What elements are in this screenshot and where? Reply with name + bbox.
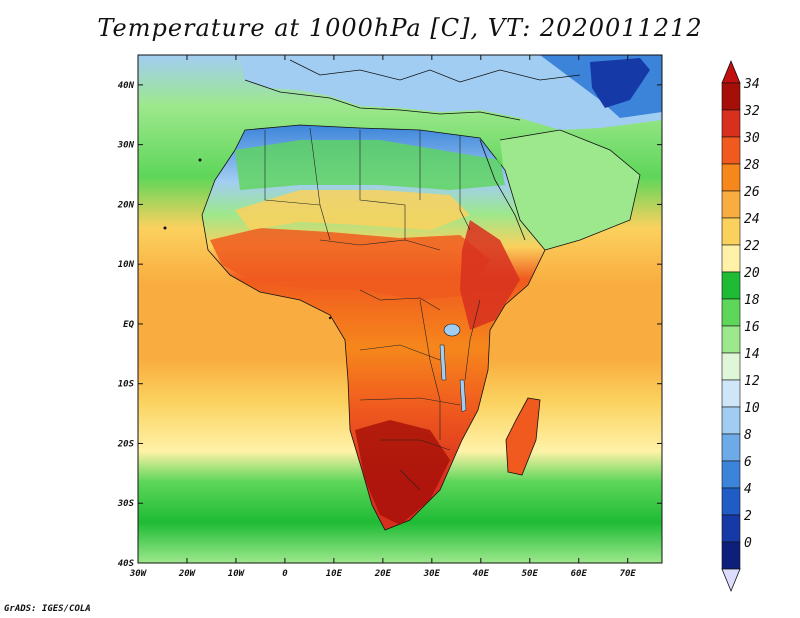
colorbar-swatch [721, 244, 741, 273]
lat-tick-label: 40S [118, 559, 135, 569]
colorbar-swatch [721, 298, 741, 327]
colorbar-label: 6 [744, 455, 752, 470]
cold-core [590, 58, 650, 108]
red-sea [479, 139, 526, 241]
colorbar-swatch [721, 541, 741, 570]
lon-tick-label: 10E [326, 569, 343, 579]
colorbar-swatch [721, 487, 741, 516]
lon-tick-label: 70E [620, 569, 637, 579]
lon-tick-label: 30E [423, 569, 441, 579]
colorbar-label: 32 [743, 104, 760, 119]
lon-tick-label: 40E [473, 569, 490, 579]
africa-landmass [201, 124, 546, 531]
lon-tick-label: 10W [228, 569, 246, 579]
colorbar-label: 24 [744, 212, 760, 227]
lon-tick-label: 30W [129, 569, 148, 579]
madagascar [505, 397, 541, 476]
colorbar-label: 26 [744, 185, 760, 200]
east-africa-hot [460, 220, 520, 330]
europe-coast [289, 59, 581, 83]
colorbar-swatch [721, 163, 741, 192]
colorbar-swatch [721, 271, 741, 300]
latitude-axis: 40N 30N 20N 10N EQ 10S 20S 30S 40S [117, 81, 662, 569]
plot-frame [137, 54, 663, 564]
europe-landmass [240, 55, 662, 130]
colorbar-swatch [721, 433, 741, 462]
colorbar-label: 30 [743, 131, 760, 146]
colorbar-label: 12 [744, 374, 760, 389]
lon-tick-label: 0 [282, 569, 288, 579]
lake-victoria [443, 323, 461, 337]
credit-text: GrADS: IGES/COLA [4, 604, 91, 614]
colorbar-swatch [721, 136, 741, 165]
colorbar-swatch [721, 379, 741, 408]
canary-islands [198, 158, 202, 162]
colorbar-label: 14 [744, 347, 760, 362]
lat-tick-label: 20S [117, 439, 135, 449]
arabia-landmass [500, 130, 640, 250]
colorbar-label: 18 [744, 293, 760, 308]
lon-tick-label: 50E [522, 569, 539, 579]
lon-tick-label: 20E [374, 569, 392, 579]
colorbar-label: 4 [744, 482, 752, 497]
lat-tick-label: 30N [117, 141, 135, 151]
map-title: Temperature at 1000hPa [C], VT: 20200112… [97, 14, 703, 42]
lon-tick-label: 60E [571, 569, 588, 579]
colorbar-label: 10 [744, 401, 760, 416]
colorbar-label: 2 [744, 509, 752, 524]
lon-tick-label: 20W [178, 569, 197, 579]
colorbar-swatch [721, 217, 741, 246]
colorbar-upper-arrow [721, 59, 741, 84]
sao-tome [328, 316, 332, 320]
colorbar-lower-arrow [721, 568, 741, 593]
colorbar-label: 22 [744, 239, 760, 254]
arabia-outline [499, 129, 641, 251]
colorbar-swatch [721, 406, 741, 435]
colorbar-label: 8 [744, 428, 752, 443]
lat-tick-label: 40N [118, 81, 135, 91]
colorbar-swatch [721, 460, 741, 489]
sahara-warm [235, 190, 470, 230]
lake-malawi [459, 379, 467, 413]
sahara-cool [235, 140, 505, 190]
colorbar-swatch [721, 109, 741, 138]
country-borders [264, 127, 481, 491]
lat-tick-label: EQ [123, 320, 134, 330]
colorbar-label: 20 [744, 266, 760, 281]
longitude-axis: 30W 20W 10W 0 10E 20E 30E 40E 50E 60E 70E [129, 55, 637, 579]
cape-verde-islands [163, 226, 167, 230]
colorbar-label: 16 [744, 320, 760, 335]
lat-tick-label: 10S [118, 380, 135, 390]
lat-tick-label: 20N [117, 200, 135, 210]
lake-tanganyika [439, 344, 447, 381]
colorbar-swatch [721, 325, 741, 354]
sahel-hot-band [210, 228, 490, 300]
mediterranean-coast [244, 79, 521, 121]
colorbar-swatch [721, 514, 741, 543]
colorbar-swatch [721, 82, 741, 111]
colorbar-swatch [721, 352, 741, 381]
colorbar-label: 0 [744, 536, 752, 551]
colorbar-label: 34 [743, 77, 760, 92]
colorbar-swatch [721, 190, 741, 219]
lat-tick-label: 30S [117, 499, 135, 509]
lat-tick-label: 10N [118, 260, 135, 270]
colorbar-label: 28 [744, 158, 760, 173]
